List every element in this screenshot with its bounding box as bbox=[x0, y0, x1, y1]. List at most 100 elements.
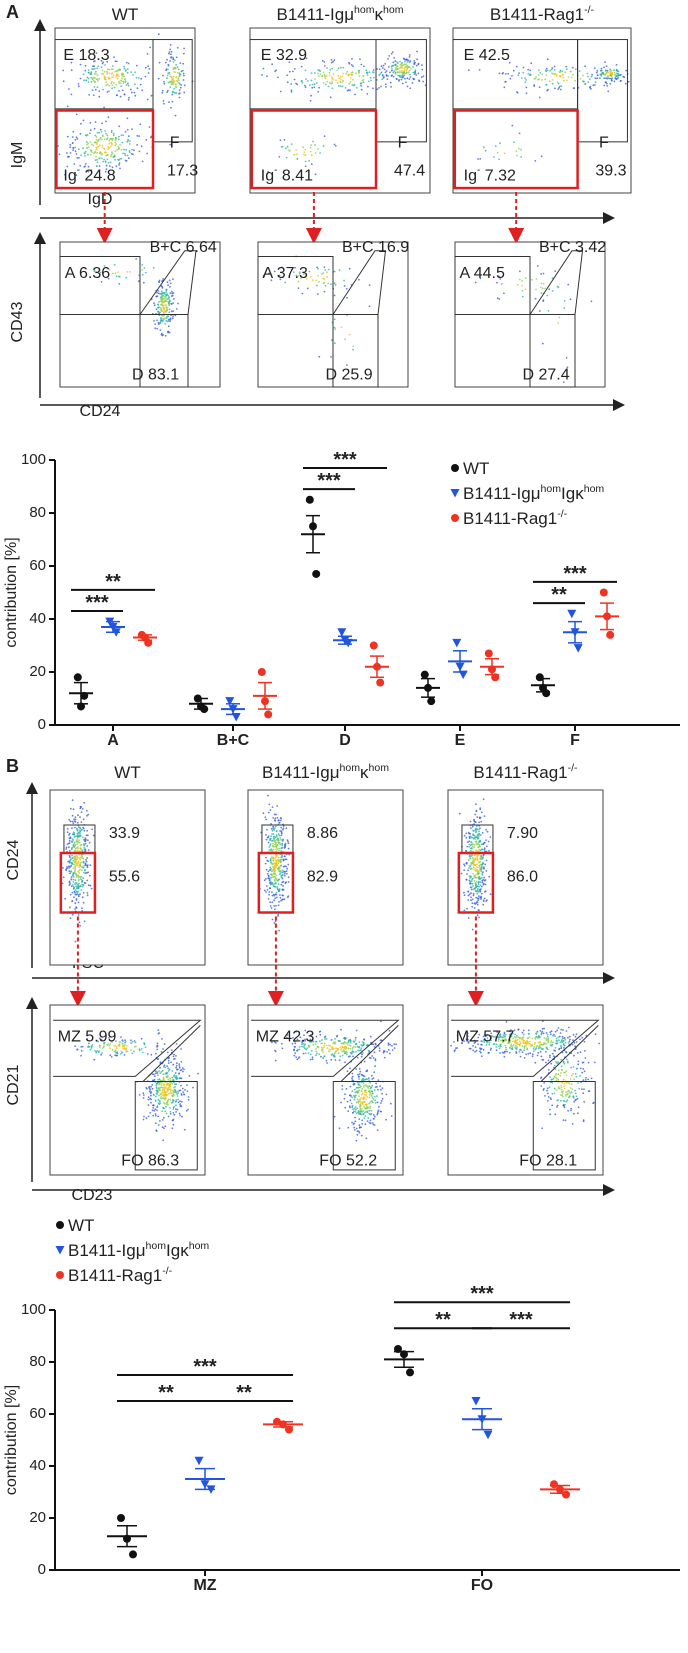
density-dot bbox=[98, 157, 101, 160]
density-dot bbox=[173, 1053, 175, 1056]
density-dot bbox=[157, 1078, 160, 1081]
density-dot bbox=[271, 901, 274, 904]
density-dot bbox=[401, 82, 404, 85]
density-dot bbox=[499, 1036, 501, 1039]
density-dot bbox=[558, 1035, 561, 1038]
y-tick-label: 100 bbox=[21, 451, 46, 468]
density-dot bbox=[73, 870, 76, 873]
density-dot bbox=[352, 1108, 354, 1110]
density-dot bbox=[268, 879, 271, 882]
density-dot bbox=[304, 148, 307, 151]
density-dot bbox=[478, 841, 480, 844]
density-dot bbox=[126, 141, 129, 143]
density-dot bbox=[541, 287, 544, 290]
density-dot bbox=[474, 838, 477, 840]
density-dot bbox=[164, 1125, 167, 1128]
legend-label-part: WT bbox=[68, 1216, 94, 1235]
density-dot bbox=[472, 830, 475, 832]
density-dot bbox=[281, 898, 283, 901]
density-dot bbox=[162, 306, 165, 309]
density-dot bbox=[310, 79, 313, 82]
density-dot bbox=[522, 71, 525, 74]
density-dot bbox=[472, 833, 474, 835]
density-dot bbox=[388, 55, 391, 57]
density-dot bbox=[79, 77, 82, 80]
density-dot bbox=[77, 914, 80, 916]
density-dot bbox=[410, 68, 412, 70]
density-dot bbox=[555, 1089, 558, 1092]
density-dot bbox=[309, 1058, 312, 1061]
density-dot bbox=[538, 96, 541, 99]
density-dot bbox=[570, 1091, 573, 1094]
density-dot bbox=[142, 1118, 145, 1121]
significance-label: ** bbox=[105, 571, 121, 593]
density-dot bbox=[553, 1033, 555, 1036]
density-dot bbox=[153, 304, 156, 307]
density-dot bbox=[284, 871, 287, 873]
density-dot bbox=[84, 882, 87, 884]
density-dot bbox=[309, 150, 312, 153]
density-dot bbox=[488, 1051, 490, 1054]
density-dot bbox=[163, 1064, 166, 1067]
density-dot bbox=[561, 1094, 564, 1096]
density-dot bbox=[115, 143, 118, 145]
density-dot bbox=[86, 133, 89, 136]
density-dot bbox=[527, 1037, 529, 1040]
density-dot bbox=[478, 866, 481, 868]
density-dot bbox=[479, 807, 482, 810]
density-dot bbox=[177, 1101, 180, 1104]
density-dot bbox=[480, 854, 483, 857]
density-dot bbox=[77, 870, 79, 873]
density-dot bbox=[372, 1114, 375, 1116]
density-dot bbox=[557, 1069, 560, 1072]
density-dot bbox=[533, 1046, 536, 1048]
density-dot bbox=[490, 1039, 492, 1042]
density-dot bbox=[324, 77, 327, 80]
density-dot bbox=[274, 1042, 277, 1044]
density-dot bbox=[363, 1075, 366, 1078]
density-dot bbox=[292, 1036, 294, 1039]
density-dot bbox=[380, 1089, 382, 1091]
gate-label-part: E 42.5 bbox=[464, 47, 510, 64]
density-dot bbox=[565, 1030, 568, 1032]
density-dot bbox=[168, 311, 171, 314]
density-dot bbox=[554, 87, 556, 90]
density-dot bbox=[101, 73, 103, 75]
density-dot bbox=[163, 1088, 166, 1091]
density-dot bbox=[510, 1045, 512, 1048]
density-dot bbox=[173, 1105, 176, 1108]
density-dot bbox=[115, 1047, 118, 1050]
density-dot bbox=[265, 877, 267, 880]
density-dot bbox=[565, 1051, 567, 1053]
density-dot bbox=[164, 1093, 167, 1096]
density-dot bbox=[603, 84, 606, 87]
density-dot bbox=[73, 845, 76, 848]
density-dot bbox=[322, 82, 325, 84]
density-dot bbox=[87, 839, 89, 842]
density-dot bbox=[154, 1108, 157, 1111]
gate-label-part: MZ 42.3 bbox=[256, 1029, 315, 1046]
density-dot bbox=[475, 803, 477, 806]
density-dot bbox=[511, 1048, 514, 1051]
density-dot bbox=[71, 827, 73, 829]
density-dot bbox=[547, 1059, 550, 1062]
density-dot bbox=[177, 1090, 179, 1093]
density-dot bbox=[290, 91, 293, 93]
density-dot bbox=[164, 304, 167, 307]
density-dot bbox=[562, 1043, 565, 1045]
density-dot bbox=[82, 884, 85, 886]
density-dot bbox=[101, 1052, 103, 1055]
gate-label-part: A 44.5 bbox=[460, 265, 505, 282]
density-dot bbox=[93, 270, 96, 273]
density-dot bbox=[273, 840, 276, 843]
density-dot bbox=[297, 1057, 300, 1060]
density-dot bbox=[112, 134, 115, 137]
density-dot bbox=[86, 879, 89, 882]
density-dot bbox=[320, 1055, 322, 1058]
density-dot bbox=[527, 68, 530, 71]
density-dot bbox=[486, 830, 489, 833]
density-dot bbox=[344, 1093, 346, 1096]
density-dot bbox=[495, 1046, 498, 1048]
gate bbox=[142, 1025, 201, 1082]
density-dot bbox=[368, 305, 371, 308]
